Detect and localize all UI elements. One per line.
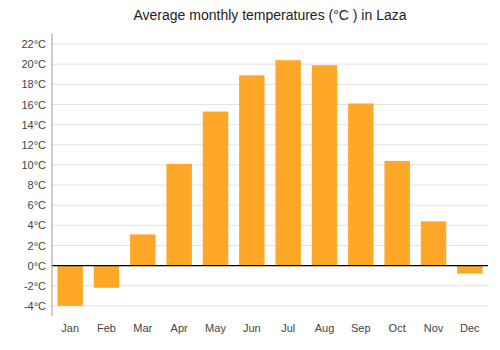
- bar: [130, 234, 155, 265]
- x-tick-label: Oct: [389, 322, 406, 334]
- y-tick-label: 20°C: [21, 58, 46, 70]
- chart: Average monthly temperatures (°C ) in La…: [0, 0, 500, 350]
- zero-line: [52, 265, 488, 266]
- grid-line: [52, 205, 488, 206]
- bar: [275, 60, 300, 265]
- grid-line: [52, 104, 488, 105]
- grid-line: [52, 124, 488, 125]
- grid-line: [52, 164, 488, 165]
- grid-line: [52, 265, 488, 266]
- y-tick-label: 8°C: [28, 179, 47, 191]
- grid-line: [52, 185, 488, 186]
- y-tick-label: 0°C: [28, 260, 47, 272]
- y-tick-label: 10°C: [21, 159, 46, 171]
- x-tick-label: Mar: [133, 322, 152, 334]
- bar: [57, 266, 82, 306]
- bar: [312, 65, 337, 265]
- grid: [52, 44, 488, 306]
- bar: [348, 103, 373, 265]
- bar: [421, 221, 446, 265]
- y-tick-label: -4°C: [24, 300, 46, 312]
- x-tick-label: Apr: [171, 322, 188, 334]
- x-tick-label: Feb: [97, 322, 116, 334]
- x-tick-label: Aug: [315, 322, 335, 334]
- y-tick-label: 16°C: [21, 99, 46, 111]
- grid-line: [52, 84, 488, 85]
- y-tick-label: -2°C: [24, 280, 46, 292]
- bar: [166, 164, 191, 266]
- grid-line: [52, 144, 488, 145]
- x-tick-label: Jul: [281, 322, 295, 334]
- y-tick-label: 2°C: [28, 240, 47, 252]
- y-tick-label: 18°C: [21, 78, 46, 90]
- y-axis-line: [52, 34, 53, 316]
- title: Average monthly temperatures (°C ) in La…: [133, 7, 406, 23]
- x-tick-label: Dec: [460, 322, 480, 334]
- x-axis: Jan Feb Mar Apr May Jun Jul Aug Sep Oct Nov Dec: [61, 322, 480, 334]
- x-tick-label: Jan: [61, 322, 79, 334]
- chart-container: Average monthly temperatures (°C ) in La…: [0, 0, 500, 350]
- bar: [94, 266, 119, 288]
- y-tick-label: 22°C: [21, 38, 46, 50]
- x-tick-label: May: [205, 322, 226, 334]
- bar: [457, 266, 482, 274]
- y-axis: -4°C -2°C 0°C 2°C 4°C 6°C 8°C 10°C 12°C 14°C 16°C 1…: [21, 38, 46, 312]
- x-tick-label: Sep: [351, 322, 371, 334]
- grid-line: [52, 305, 488, 306]
- bars: [57, 60, 482, 306]
- bar: [203, 112, 228, 266]
- y-tick-label: 6°C: [28, 199, 47, 211]
- bar: [384, 161, 409, 266]
- x-tick-label: Jun: [243, 322, 261, 334]
- x-tick-label: Nov: [424, 322, 444, 334]
- grid-line: [52, 64, 488, 65]
- y-tick-label: 14°C: [21, 119, 46, 131]
- grid-line: [52, 44, 488, 45]
- y-tick-label: 12°C: [21, 139, 46, 151]
- y-tick-label: 4°C: [28, 219, 47, 231]
- bar: [239, 75, 264, 265]
